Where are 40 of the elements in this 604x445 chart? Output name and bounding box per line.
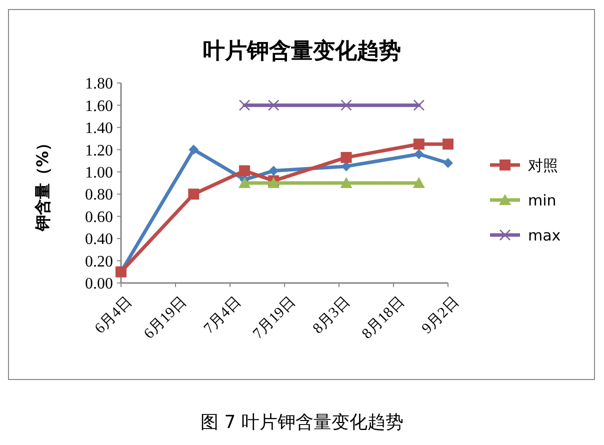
x-tick-label: 8月18日 [359,294,408,342]
point [340,100,352,111]
point [442,138,454,150]
point [340,177,352,188]
y-tick-label: 0.60 [85,208,113,226]
y-tick-label: 1.60 [85,98,113,115]
y-tick-label: 1.40 [85,120,113,138]
point [239,165,250,176]
y-tick-label: 0.00 [85,276,113,293]
point [188,188,200,200]
point [238,177,251,188]
x-tick-label: 6月19日 [141,294,190,342]
point [268,166,279,176]
point [414,149,424,160]
y-tick-label: 1.20 [85,142,113,160]
point [341,161,352,172]
point [443,158,453,168]
point [238,100,250,111]
point [413,100,425,111]
x-tick-label: 7月19日 [250,294,299,342]
x-tick-label: 9月2日 [419,294,462,338]
chart-title: 叶片钾含量变化趋势 [203,38,401,64]
legend-label: max [528,226,561,244]
y-tick-label: 1.00 [85,164,113,182]
point [340,152,352,163]
x-tick-label: 6月4日 [92,294,136,338]
x-tick-label: 7月4日 [201,294,244,338]
legend-label: 对照 [528,156,558,174]
point [268,100,280,111]
y-axis-title: 钾含量（%） [33,134,52,232]
y-tick-label: 0.40 [85,231,113,248]
point [188,144,199,155]
x-tick-label: 8月3日 [310,294,354,338]
point [413,138,424,150]
legend-label: min [528,191,556,210]
caption: 图 7 叶片钾含量变化趋势 [200,412,404,433]
y-tick-label: 1.80 [85,76,113,93]
y-tick-label: 0.80 [85,186,113,204]
y-tick-label: 0.20 [85,253,113,270]
point [412,177,425,188]
